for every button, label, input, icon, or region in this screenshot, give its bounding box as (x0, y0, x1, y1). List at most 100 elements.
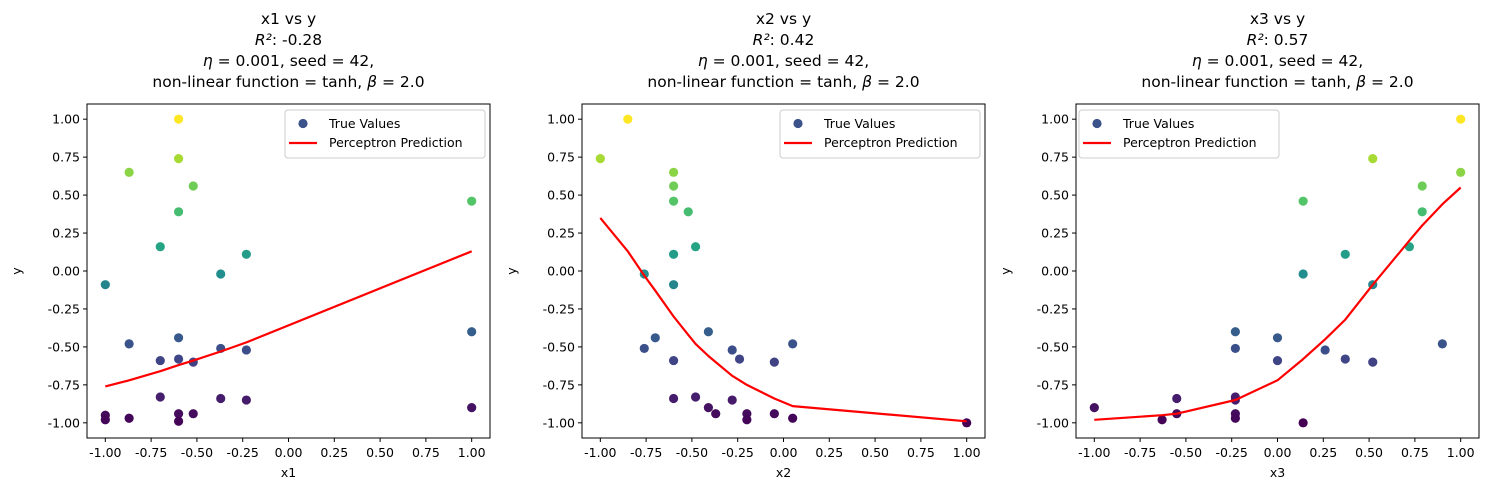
x-tick-label: -0.25 (722, 445, 754, 460)
legend-label-true-values: True Values (1122, 116, 1194, 131)
scatter-point (668, 181, 679, 191)
x-tick-label: 0.50 (1355, 445, 1383, 460)
x-tick-label: 0.00 (275, 445, 303, 460)
y-tick-label: -0.50 (1037, 339, 1069, 354)
scatter-point (173, 207, 184, 217)
y-tick-label: 0.50 (547, 188, 575, 203)
legend-label-prediction: Perceptron Prediction (824, 135, 958, 150)
scatter-point (1298, 269, 1308, 279)
x-tick-label: 0.75 (412, 445, 440, 460)
scatter-point (173, 409, 184, 419)
chart-title-line: x3 vs y (1250, 10, 1305, 28)
y-tick-label: 1.00 (1041, 112, 1069, 127)
legend-label-prediction: Perceptron Prediction (329, 135, 463, 150)
scatter-point (241, 249, 251, 259)
legend-label-true-values: True Values (328, 116, 400, 131)
x-tick-label: 1.00 (953, 445, 981, 460)
scatter-point (683, 207, 693, 217)
x-tick-label: 0.00 (770, 445, 798, 460)
y-axis-label: y (504, 267, 519, 275)
scatter-point (155, 242, 165, 252)
scatter-point (1172, 393, 1182, 404)
scatter-point (1157, 415, 1167, 425)
scatter-point (173, 114, 184, 124)
legend-label-prediction: Perceptron Prediction (1123, 135, 1257, 150)
scatter-point (703, 403, 713, 413)
chart-title-line: non-linear function = tanh, β = 2.0 (1141, 73, 1413, 91)
x-tick-label: 0.00 (1264, 445, 1292, 460)
scatter-point (155, 355, 165, 366)
x-axis-label: x3 (1270, 465, 1285, 480)
y-tick-label: 0.75 (547, 150, 575, 165)
scatter-point (1320, 345, 1330, 355)
y-tick-label: -0.75 (1037, 377, 1069, 392)
legend: True Values Perceptron Prediction (779, 109, 981, 159)
chart-title-line: η = 0.001, seed = 42, (203, 52, 374, 70)
x-tick-label: -0.75 (1124, 445, 1156, 460)
x-tick-label: -0.25 (1216, 445, 1248, 460)
scatter-point (124, 167, 134, 177)
scatter-point (727, 395, 737, 405)
y-tick-label: -0.25 (48, 301, 80, 316)
scatter-point (216, 269, 226, 279)
subplot-2: x2 vs y R²: 0.42 η = 0.001, seed = 42, non-… (504, 10, 986, 480)
y-tick-label: 0.25 (547, 226, 575, 241)
prediction-line (599, 217, 967, 423)
x-tick-label: -1.00 (89, 445, 121, 460)
y-tick-label: -1.00 (48, 415, 80, 430)
scatter-point (155, 392, 165, 402)
x-tick-label: -0.75 (135, 445, 167, 460)
scatter-point (1230, 413, 1240, 423)
scatter-point (668, 249, 679, 259)
prediction-line (105, 250, 473, 388)
scatter-point (639, 343, 649, 354)
x-tick-label: 1.00 (1447, 445, 1475, 460)
chart-title-line: x2 vs y (756, 10, 811, 28)
scatter-point (124, 339, 134, 349)
scatter-point (1089, 403, 1099, 413)
x-tick-label: -1.00 (1078, 445, 1110, 460)
chart-title-line: R²: 0.42 (753, 31, 815, 49)
scatter-point (124, 413, 134, 423)
chart-title-line: η = 0.001, seed = 42, (698, 52, 869, 70)
y-tick-label: 0.00 (547, 264, 575, 279)
scatter-point (173, 416, 184, 426)
legend: True Values Perceptron Prediction (1078, 109, 1280, 159)
scatter-point (668, 167, 679, 177)
y-tick-label: -0.75 (543, 377, 575, 392)
scatter-point (1340, 249, 1350, 259)
scatter-point (1272, 333, 1283, 343)
chart-title-line: non-linear function = tanh, β = 2.0 (647, 73, 919, 91)
subplot-1: x1 vs y R²: -0.28 η = 0.001, seed = 42, non… (9, 10, 491, 480)
scatter-point (241, 395, 251, 405)
scatter-point (595, 154, 605, 164)
scatter-point (1417, 207, 1427, 217)
x-axis-label: x1 (281, 465, 296, 480)
y-tick-label: -0.50 (48, 339, 80, 354)
scatter-point (216, 393, 226, 404)
scatter-point (1230, 343, 1240, 354)
x-tick-label: 0.25 (815, 445, 843, 460)
y-tick-label: 0.25 (1041, 226, 1069, 241)
y-tick-label: -0.50 (543, 339, 575, 354)
y-tick-label: 0.50 (1041, 188, 1069, 203)
y-tick-label: 0.00 (1041, 264, 1069, 279)
chart-title-line: η = 0.001, seed = 42, (1192, 52, 1363, 70)
scatter-point (668, 280, 679, 290)
scatter-point (769, 409, 779, 419)
scatter-point (734, 354, 745, 364)
scatter-point (690, 392, 701, 402)
x-tick-label: 0.50 (861, 445, 889, 460)
y-tick-label: -1.00 (1037, 415, 1069, 430)
scatter-point (1368, 357, 1378, 367)
x-axis-label: x2 (776, 465, 791, 480)
scatter-point (711, 409, 721, 419)
scatter-point (1456, 167, 1466, 177)
x-tick-label: 0.25 (320, 445, 348, 460)
scatter-point (788, 339, 798, 349)
x-tick-label: 0.25 (1309, 445, 1337, 460)
y-axis-label: y (9, 267, 24, 275)
scatter-point (769, 357, 779, 367)
x-tick-label: -0.25 (227, 445, 259, 460)
